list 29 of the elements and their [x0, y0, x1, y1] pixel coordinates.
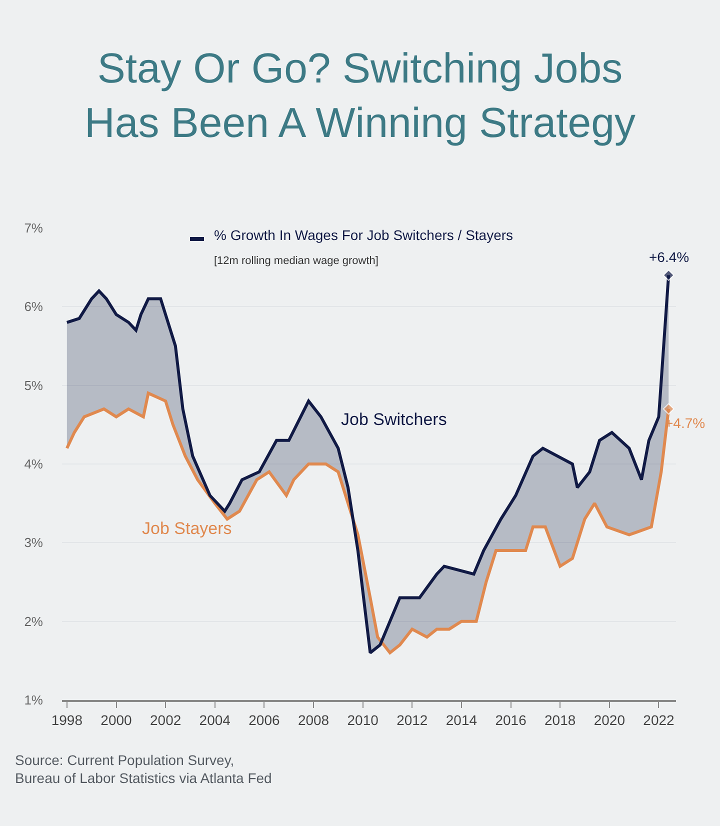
x-tick-label: 2008 [298, 712, 330, 728]
x-tick-label: 2004 [199, 712, 231, 728]
text: Bureau of Labor Statistics via Atlanta Fed [15, 770, 272, 786]
x-tick-label: 2020 [594, 712, 626, 728]
y-tick-label: 5% [24, 378, 44, 393]
x-tick-label: 2012 [396, 712, 428, 728]
y-tick-label: 7% [24, 220, 44, 236]
y-tick-label: 4% [24, 456, 44, 472]
series-label: Job Switchers [341, 410, 447, 429]
annotation: +6.4% [649, 249, 690, 265]
legend-title: % Growth In Wages For Job Switchers / Stayers [214, 227, 514, 243]
y-tick-label: 3% [24, 535, 44, 550]
x-tick-label: 2014 [446, 712, 478, 728]
x-tick-label: 2000 [100, 712, 132, 728]
y-tick-label: 6% [24, 299, 44, 314]
source-note: Source: Current Population Survey, [15, 752, 234, 768]
x-tick-label: 2010 [347, 712, 379, 728]
x-tick-label: 2006 [248, 712, 280, 728]
x-tick-label: 2018 [544, 712, 576, 728]
text: [12m rolling median wage growth] [214, 255, 378, 267]
y-tick-label: 2% [24, 614, 44, 629]
series-label: Job Stayers [142, 519, 232, 538]
x-tick-label: 2016 [495, 712, 527, 728]
y-tick-label: 1% [24, 692, 44, 708]
x-tick-label: 1998 [51, 712, 83, 728]
x-tick-label: 2002 [150, 712, 182, 728]
x-tick-label: 2022 [643, 712, 675, 728]
chart-title: Stay Or Go? Switching Jobs Has Been A Winning Strategy [84, 44, 636, 146]
annotation: +4.7% [665, 415, 706, 431]
